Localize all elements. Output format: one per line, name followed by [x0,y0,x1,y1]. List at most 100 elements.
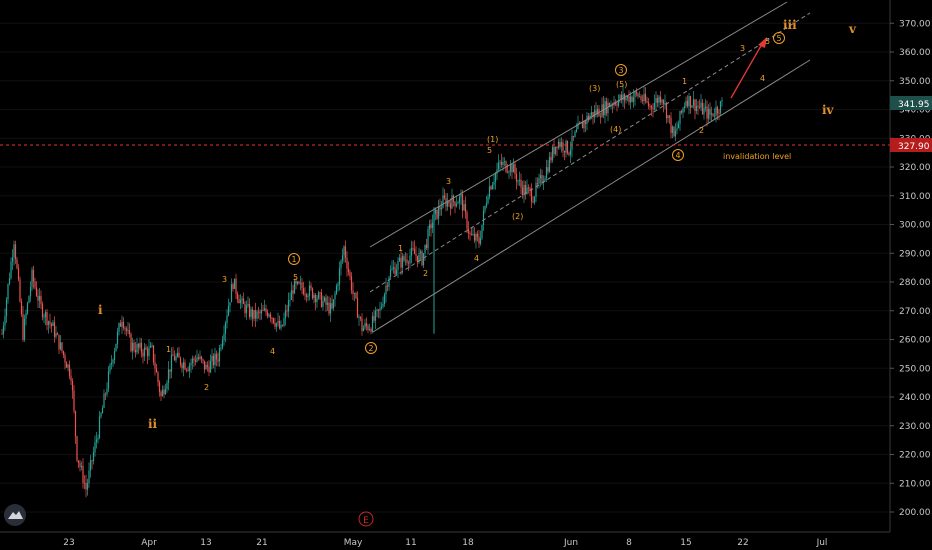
candle-body [10,261,12,279]
y-tick-label: 240.00 [899,393,931,403]
candle-body [343,246,345,256]
channel-upper-line[interactable] [369,1,788,248]
y-tick-label: 320.00 [899,163,931,173]
circled-label-3: 3 [615,64,627,76]
wave-label-ii: ii [148,417,158,431]
candle-body [551,147,554,161]
svg-text:1: 1 [291,255,296,264]
candle-body [239,300,242,304]
y-tick-label: 260.00 [899,336,931,346]
candle-body [628,95,630,103]
svg-text:2: 2 [368,344,373,353]
candle-body [23,318,26,340]
candle-body [251,309,254,319]
wave-label-iii: iii [783,18,797,32]
candle-body [473,233,476,241]
candle-body [377,309,380,311]
candle-body [232,284,234,289]
candle-body [22,314,24,340]
candle-body [682,108,684,113]
candle-body [17,268,20,280]
candle-body [383,294,386,305]
candle-body [121,321,123,327]
candle-body [131,342,134,352]
candle-body [458,196,461,203]
candle-body [326,302,329,305]
tradingview-cloud-icon[interactable] [4,504,26,526]
candle-body [506,171,509,173]
candle-body [482,211,485,225]
candle-body [560,142,563,147]
channel-mid-dashed-line[interactable] [369,12,811,293]
candle-body [616,104,618,106]
candle-body [4,316,6,326]
channel-lower-line[interactable] [372,59,811,333]
candle-body [341,255,344,261]
candle-body [419,251,422,254]
candle-body [529,188,531,191]
candle-body [107,371,110,389]
candle-body [592,112,594,118]
candle-body [254,310,257,319]
time-axis[interactable]: 23 Apr 13 21 May 11 18 Jun 8 15 22 Jul [0,531,932,550]
candle-body [283,318,285,326]
minor-label-5: 5 [293,273,298,282]
candle-body [584,121,587,124]
candle-body [446,200,449,207]
candle-body [308,285,311,297]
candle-body [304,294,306,296]
trend-channel[interactable] [369,1,811,333]
candle-body [583,121,585,129]
y-tick-label: 370.00 [899,19,931,29]
candle-body [257,311,260,313]
candle-body [463,204,465,211]
candle-body [536,183,539,184]
event-marker[interactable]: E [358,511,374,527]
candle-body [425,244,428,249]
candle-body [200,356,203,360]
candle-body [122,321,125,329]
price-axis[interactable]: 200.00 210.00 220.00 230.00 240.00 250.00 260.… [889,0,932,532]
candle-body [190,363,192,366]
candle-body [116,331,119,344]
candle-body [220,347,222,349]
candle-body [434,209,437,214]
candle-body [26,302,29,314]
candle-body [85,483,87,490]
y-tick-label: 270.00 [899,307,931,317]
candle-body [674,130,677,137]
candle-body [452,195,455,202]
candle-body [32,269,35,282]
svg-text:3: 3 [618,66,623,75]
x-tick-label: Apr [141,538,157,548]
candle-body [112,359,114,363]
minor-label-1: 1 [166,345,171,354]
candle-body [259,311,261,314]
svg-text:341.95: 341.95 [898,100,930,110]
candle-body [272,318,275,323]
candle-body [34,281,36,288]
candle-body [709,108,711,115]
candle-body [437,206,440,219]
candle-body [499,161,501,163]
candle-body [545,167,548,179]
candle-body [164,389,167,395]
candle-body [314,294,317,303]
candle-body [424,244,426,254]
circled-label-2: 2 [365,342,377,354]
y-tick-label: 350.00 [899,77,931,87]
candle-body [500,161,503,165]
candle-body [677,123,680,129]
wave-label-v: v [848,22,857,36]
candle-body [133,342,135,350]
candle-body [236,293,239,299]
y-tick-label: 340.00 [899,106,931,116]
candle-body [44,312,47,318]
candle-body [349,271,351,277]
candle-body [182,362,185,369]
candle-body [562,142,564,152]
candle-body [401,256,404,268]
x-tick-label: Jul [816,538,828,548]
projection-arrow[interactable] [730,37,767,99]
